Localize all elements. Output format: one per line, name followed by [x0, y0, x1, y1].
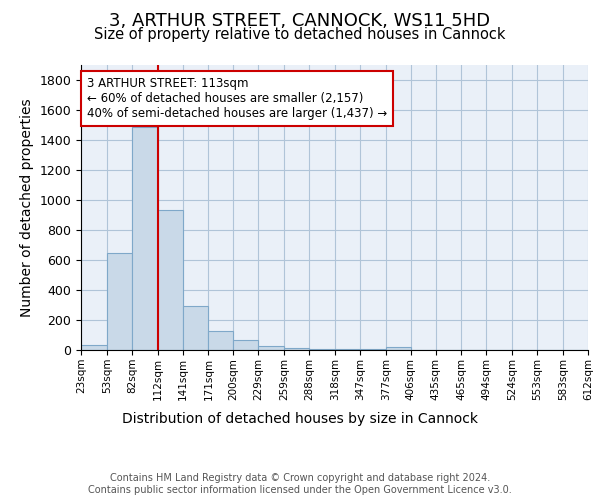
Bar	[132, 126, 158, 350]
Text: Size of property relative to detached houses in Cannock: Size of property relative to detached ho…	[94, 28, 506, 42]
Bar	[81, 345, 107, 350]
Y-axis label: Number of detached properties: Number of detached properties	[20, 98, 34, 317]
Text: Distribution of detached houses by size in Cannock: Distribution of detached houses by size …	[122, 412, 478, 426]
Bar	[208, 330, 233, 350]
Text: 3, ARTHUR STREET, CANNOCK, WS11 5HD: 3, ARTHUR STREET, CANNOCK, WS11 5HD	[109, 12, 491, 30]
Bar	[158, 210, 182, 350]
Bar	[309, 349, 335, 350]
Bar	[386, 347, 410, 350]
Bar	[335, 349, 360, 350]
Bar	[233, 340, 259, 350]
Bar	[360, 349, 386, 350]
Text: 3 ARTHUR STREET: 113sqm
← 60% of detached houses are smaller (2,157)
40% of semi: 3 ARTHUR STREET: 113sqm ← 60% of detache…	[87, 77, 387, 120]
Bar	[182, 306, 208, 350]
Bar	[284, 348, 309, 350]
Bar	[107, 252, 132, 350]
Bar	[259, 346, 284, 350]
Text: Contains HM Land Registry data © Crown copyright and database right 2024.
Contai: Contains HM Land Registry data © Crown c…	[88, 474, 512, 495]
